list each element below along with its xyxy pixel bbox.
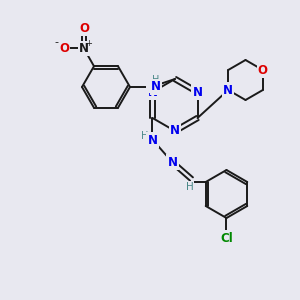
Text: N: N — [79, 42, 89, 55]
Text: N: N — [170, 124, 180, 137]
Text: N: N — [193, 85, 202, 98]
Text: N: N — [167, 155, 178, 169]
Text: O: O — [79, 22, 89, 35]
Text: O: O — [59, 42, 69, 55]
Text: N: N — [151, 80, 161, 94]
Text: +: + — [85, 39, 92, 48]
Text: N: N — [223, 83, 233, 97]
Text: H: H — [141, 131, 148, 141]
Text: O: O — [258, 64, 268, 76]
Text: H: H — [152, 75, 160, 85]
Text: N: N — [148, 134, 158, 146]
Text: N: N — [148, 85, 158, 98]
Text: H: H — [149, 82, 157, 92]
Text: -: - — [54, 37, 58, 47]
Text: Cl: Cl — [220, 232, 233, 244]
Text: H: H — [186, 182, 194, 192]
